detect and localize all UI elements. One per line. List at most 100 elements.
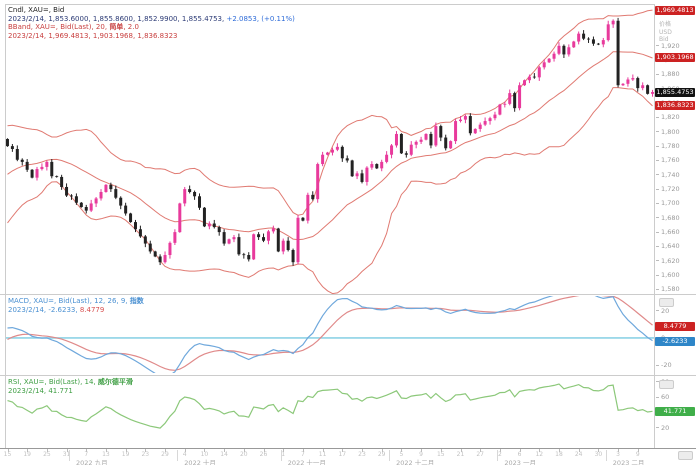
x-tick [165, 449, 166, 452]
month-separator [280, 450, 282, 461]
y-tick: 1,820 [656, 113, 695, 121]
axis-price-box: 41.771 [655, 406, 695, 416]
x-tick [499, 449, 501, 452]
x-tick [125, 449, 127, 452]
x-month-label: 2022 九月 [76, 459, 108, 465]
x-day-label: 17 [338, 451, 347, 458]
macd-signal-value: 8.4779 [79, 305, 105, 314]
bband-values: 2023/2/14, 1,969.4813, 1,903.1968, 1,836… [8, 31, 178, 40]
x-tick [421, 449, 423, 452]
x-day-label: 7 [300, 451, 305, 458]
y-tick: 20 [656, 307, 695, 315]
x-tick [618, 449, 620, 452]
price-axis-unit-label: 价格 USD Bid [659, 21, 672, 44]
x-day-label: 5 [399, 451, 404, 458]
month-separator [605, 450, 607, 461]
x-tick [578, 449, 580, 452]
x-day-label: 2 [497, 451, 502, 458]
x-tick [145, 449, 147, 452]
rsi-values: 2023/2/14, 41.771 [8, 386, 73, 395]
y-tick: 1,920 [656, 42, 695, 50]
rsi-pane-menu-icon[interactable] [659, 380, 674, 389]
x-day-label: 6 [517, 451, 522, 458]
rsi-legend: RSI, XAU=, Bid(Last), 14, [8, 378, 96, 386]
x-tick [381, 449, 383, 452]
y-tick: 1,780 [656, 142, 695, 150]
x-day-label: 13 [102, 451, 110, 458]
x-tick [559, 449, 560, 452]
change-readout: +2.0853, (+0.11%) [226, 14, 295, 23]
axis-price-box: -2.6233 [655, 336, 695, 346]
x-tick [243, 449, 245, 452]
axis-price-box: 8.4779 [655, 321, 695, 331]
x-tick [362, 449, 363, 452]
x-day-label: 29 [377, 451, 386, 458]
x-day-label: 19 [23, 451, 32, 458]
axis-price-box: 1,855.4753 [655, 87, 695, 97]
y-tick: 1,880 [656, 70, 695, 78]
x-day-label: 14 [220, 451, 228, 458]
month-separator [497, 450, 499, 461]
x-tick [480, 449, 482, 452]
x-day-label: 23 [141, 451, 150, 458]
y-tick: 1,760 [656, 156, 695, 164]
x-day-label: 27 [476, 451, 485, 458]
x-tick [342, 449, 344, 452]
x-tick [105, 449, 107, 452]
x-tick [46, 449, 48, 452]
x-day-label: 31 [62, 451, 71, 458]
x-day-label: 3 [616, 451, 621, 458]
y-tick: 1,620 [656, 257, 695, 265]
x-day-label: 12 [535, 451, 544, 458]
x-tick [302, 449, 304, 452]
x-day-label: 9 [419, 451, 424, 458]
x-day-label: 23 [358, 451, 366, 458]
x-day-label: 24 [574, 451, 583, 458]
y-tick: 1,600 [656, 271, 695, 279]
x-day-label: 1 [281, 451, 286, 458]
x-day-label: 10 [200, 451, 209, 458]
x-month-label: 2022 十一月 [287, 459, 326, 465]
x-day-label: 29 [161, 451, 169, 458]
rsi-pane-legend: RSI, XAU=, Bid(Last), 14, 威尔德平滑 2023/2/1… [8, 378, 133, 395]
x-tick [7, 449, 9, 452]
x-day-label: 21 [456, 451, 465, 458]
y-tick: 60 [656, 393, 695, 401]
x-day-label: 15 [436, 451, 445, 458]
y-tick: 1,580 [656, 285, 695, 293]
x-day-label: 26 [259, 451, 268, 458]
time-axis-settings-icon[interactable] [678, 451, 693, 460]
x-tick [224, 449, 226, 452]
bband-legend: BBand, XAU=, Bid(Last), 20, [8, 23, 108, 31]
y-tick: 1,680 [656, 214, 695, 222]
macd-values: 2023/2/14, -2.6233, [8, 305, 78, 314]
x-day-label: 11 [318, 451, 327, 458]
rsi-type-label: 威尔德平滑 [97, 378, 133, 386]
x-day-label: 20 [239, 451, 248, 458]
x-tick [401, 449, 403, 452]
y-tick: 1,740 [656, 171, 695, 179]
x-day-label: 25 [43, 451, 51, 458]
x-day-label: 19 [121, 451, 130, 458]
x-day-label: 4 [182, 451, 187, 458]
month-separator [177, 450, 179, 461]
y-tick: 1,800 [656, 128, 695, 136]
macd-pane-legend: MACD, XAU=, Bid(Last), 12, 26, 9, 指数 202… [8, 297, 144, 314]
macd-pane-menu-icon[interactable] [659, 298, 674, 307]
x-tick [519, 449, 521, 452]
x-tick [66, 449, 68, 452]
y-tick: 1,660 [656, 228, 695, 236]
x-tick [539, 449, 541, 452]
y-tick: 20 [656, 424, 695, 432]
x-tick [440, 449, 442, 452]
month-separator [69, 450, 70, 461]
y-tick: 1,700 [656, 199, 695, 207]
x-tick [637, 449, 639, 452]
y-tick: 1,640 [656, 242, 695, 250]
bband-type-label: 简单 [109, 23, 124, 31]
x-day-label: 30 [594, 451, 603, 458]
x-tick [86, 449, 88, 452]
instrument-title: Cndl, XAU=, Bid [8, 6, 65, 14]
axis-price-box: 1,903.1968 [655, 53, 695, 63]
